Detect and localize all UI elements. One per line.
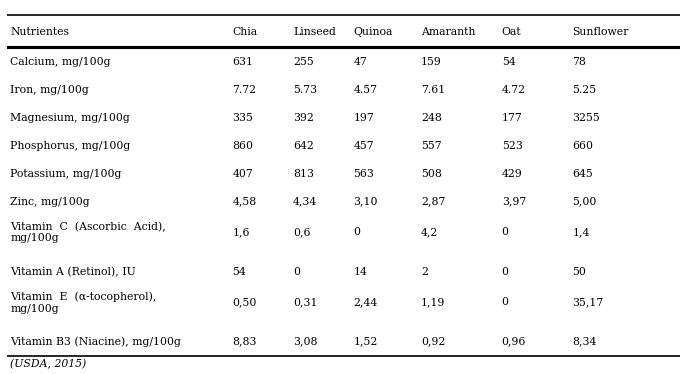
Text: 0,96: 0,96 [502, 337, 526, 347]
Text: 563: 563 [354, 169, 374, 179]
Text: Zinc, mg/100g: Zinc, mg/100g [10, 197, 90, 207]
Text: 54: 54 [232, 267, 246, 277]
Text: 177: 177 [502, 113, 523, 123]
Text: Linseed: Linseed [293, 27, 336, 37]
Text: Vitamin A (Retinol), IU: Vitamin A (Retinol), IU [10, 267, 136, 277]
Text: 1,6: 1,6 [232, 227, 250, 237]
Text: 645: 645 [572, 169, 593, 179]
Text: 860: 860 [232, 141, 254, 151]
Text: 0,31: 0,31 [293, 297, 317, 307]
Text: (USDA, 2015): (USDA, 2015) [10, 359, 87, 369]
Text: 407: 407 [232, 169, 254, 179]
Text: 523: 523 [502, 141, 523, 151]
Text: Vitamin  E  (α-tocopherol),
mg/100g: Vitamin E (α-tocopherol), mg/100g [10, 291, 157, 313]
Text: 2,87: 2,87 [421, 197, 445, 207]
Text: Potassium, mg/100g: Potassium, mg/100g [10, 169, 122, 179]
Text: 0,50: 0,50 [232, 297, 257, 307]
Text: 7.72: 7.72 [232, 85, 256, 95]
Text: 8,34: 8,34 [572, 337, 597, 347]
Text: 14: 14 [354, 267, 368, 277]
Text: Phosphorus, mg/100g: Phosphorus, mg/100g [10, 141, 131, 151]
Text: 3,08: 3,08 [293, 337, 317, 347]
Text: 3,97: 3,97 [502, 197, 526, 207]
Text: 0: 0 [502, 297, 508, 307]
Text: 0: 0 [293, 267, 300, 277]
Text: Sunflower: Sunflower [572, 27, 629, 37]
Text: 197: 197 [354, 113, 374, 123]
Text: 255: 255 [293, 57, 314, 67]
Text: Magnesium, mg/100g: Magnesium, mg/100g [10, 113, 130, 123]
Text: 35,17: 35,17 [572, 297, 604, 307]
Text: Vitamin  C  (Ascorbic  Acid),
mg/100g: Vitamin C (Ascorbic Acid), mg/100g [10, 221, 166, 243]
Text: 813: 813 [293, 169, 314, 179]
Text: 3,10: 3,10 [354, 197, 378, 207]
Text: 54: 54 [502, 57, 515, 67]
Text: Calcium, mg/100g: Calcium, mg/100g [10, 57, 111, 67]
Text: 335: 335 [232, 113, 254, 123]
Text: 1,52: 1,52 [354, 337, 378, 347]
Text: Quinoa: Quinoa [354, 27, 393, 37]
Text: 50: 50 [572, 267, 586, 277]
Text: Amaranth: Amaranth [421, 27, 475, 37]
Text: 159: 159 [421, 57, 442, 67]
Text: 4,34: 4,34 [293, 197, 317, 207]
Text: Oat: Oat [502, 27, 521, 37]
Text: 0,6: 0,6 [293, 227, 311, 237]
Text: Chia: Chia [232, 27, 258, 37]
Text: 557: 557 [421, 141, 442, 151]
Text: 47: 47 [354, 57, 368, 67]
Text: 0: 0 [502, 227, 508, 237]
Text: 631: 631 [232, 57, 254, 67]
Text: 660: 660 [572, 141, 594, 151]
Text: 8,83: 8,83 [232, 337, 257, 347]
Text: 4,58: 4,58 [232, 197, 257, 207]
Text: 78: 78 [572, 57, 586, 67]
Text: 1,4: 1,4 [572, 227, 589, 237]
Text: Nutrientes: Nutrientes [10, 27, 69, 37]
Text: 0: 0 [354, 227, 361, 237]
Text: 2,44: 2,44 [354, 297, 378, 307]
Text: 1,19: 1,19 [421, 297, 445, 307]
Text: Iron, mg/100g: Iron, mg/100g [10, 85, 89, 95]
Text: 5.73: 5.73 [293, 85, 317, 95]
Text: 4,2: 4,2 [421, 227, 438, 237]
Text: 4.72: 4.72 [502, 85, 526, 95]
Text: 5.25: 5.25 [572, 85, 596, 95]
Text: 508: 508 [421, 169, 442, 179]
Text: 248: 248 [421, 113, 442, 123]
Text: 0,92: 0,92 [421, 337, 445, 347]
Text: 392: 392 [293, 113, 314, 123]
Text: 5,00: 5,00 [572, 197, 597, 207]
Text: 457: 457 [354, 141, 374, 151]
Text: 0: 0 [502, 267, 508, 277]
Text: 642: 642 [293, 141, 314, 151]
Text: 3255: 3255 [572, 113, 600, 123]
Text: 429: 429 [502, 169, 523, 179]
Text: Vitamin B3 (Niacine), mg/100g: Vitamin B3 (Niacine), mg/100g [10, 336, 181, 347]
Text: 2: 2 [421, 267, 428, 277]
Text: 7.61: 7.61 [421, 85, 445, 95]
Text: 4.57: 4.57 [354, 85, 378, 95]
